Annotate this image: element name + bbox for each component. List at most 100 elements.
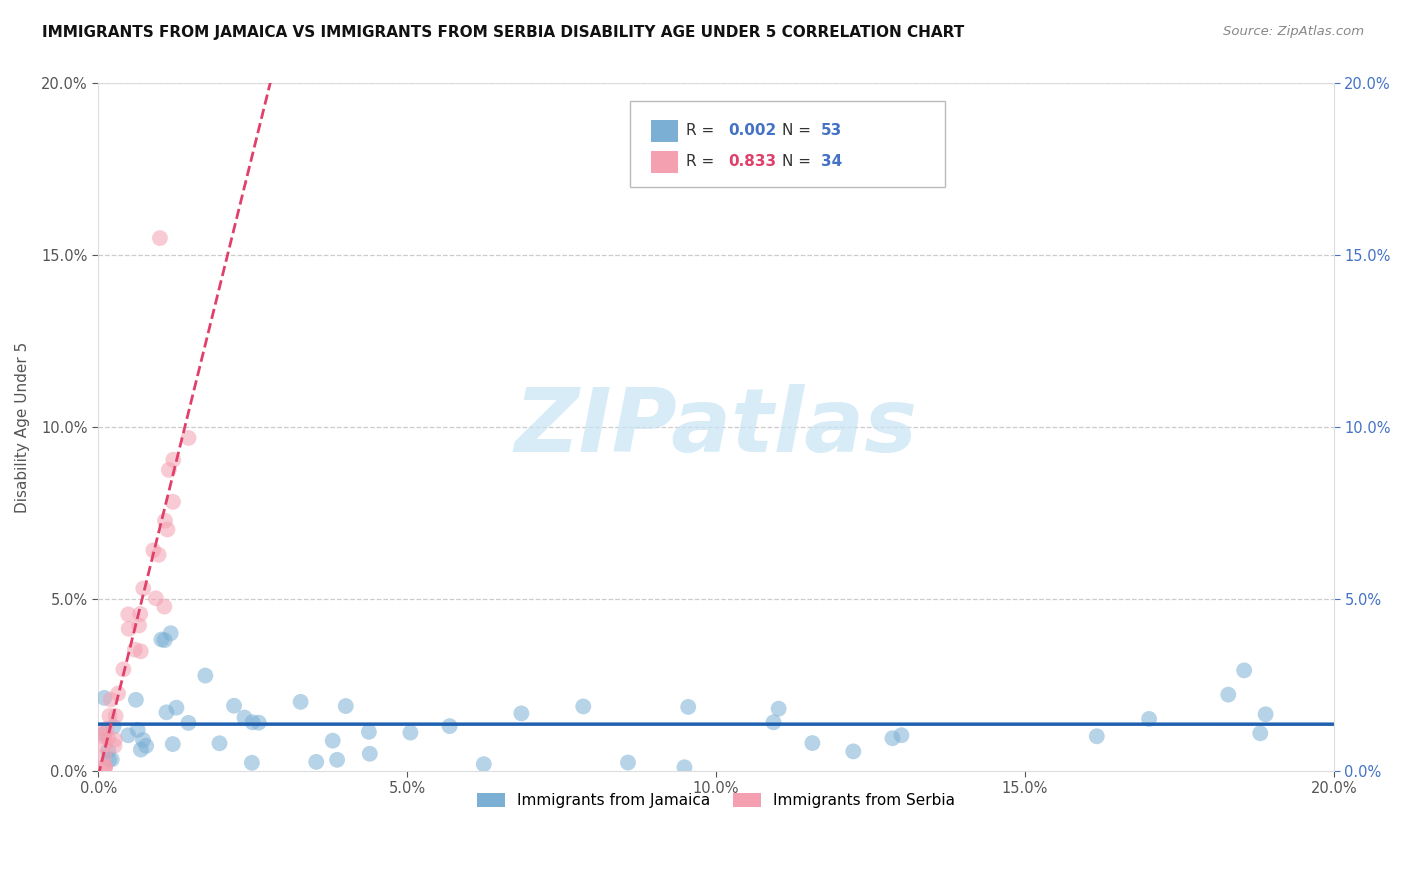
Point [335, 699, 357, 714]
Point [153, 514, 176, 528]
Text: 0.833: 0.833 [728, 154, 776, 169]
Point [107, 686, 129, 700]
Point [208, 736, 231, 750]
Point [100, 752, 122, 766]
Point [242, 715, 264, 730]
Point [510, 706, 533, 721]
Point [93, 730, 115, 744]
Legend: Immigrants from Jamaica, Immigrants from Serbia: Immigrants from Jamaica, Immigrants from… [471, 788, 960, 814]
Point [118, 622, 141, 636]
Point [97, 731, 120, 745]
Point [124, 642, 146, 657]
Point [1085, 729, 1108, 743]
Point [157, 463, 180, 477]
Point [132, 733, 155, 747]
Point [132, 582, 155, 596]
Point [94, 760, 117, 774]
Point [1249, 726, 1271, 740]
Point [762, 715, 785, 730]
Point [162, 737, 184, 751]
Point [93, 759, 115, 773]
Point [103, 739, 125, 753]
Point [882, 731, 904, 746]
Point [156, 523, 179, 537]
Point [142, 543, 165, 558]
Point [572, 699, 595, 714]
Point [129, 742, 152, 756]
Point [1137, 712, 1160, 726]
Point [240, 756, 263, 770]
Point [148, 548, 170, 562]
Point [150, 632, 173, 647]
Point [233, 710, 256, 724]
Point [93, 690, 115, 705]
Point [177, 715, 200, 730]
Text: N =: N = [782, 154, 815, 169]
Point [326, 753, 349, 767]
Point [153, 599, 176, 614]
Point [93, 727, 115, 741]
Point [290, 695, 312, 709]
Point [100, 692, 122, 706]
Point [1254, 707, 1277, 722]
Point [135, 739, 157, 753]
Point [247, 715, 270, 730]
Point [129, 607, 152, 621]
FancyBboxPatch shape [630, 101, 945, 186]
Point [194, 668, 217, 682]
Text: R =: R = [686, 154, 720, 169]
Point [305, 755, 328, 769]
Text: R =: R = [686, 123, 720, 138]
Text: N =: N = [782, 123, 815, 138]
Point [439, 719, 461, 733]
Point [399, 725, 422, 739]
Point [94, 722, 117, 736]
FancyBboxPatch shape [651, 151, 678, 173]
Text: ZIPatlas: ZIPatlas [515, 384, 918, 471]
Text: 34: 34 [821, 154, 842, 169]
Point [93, 726, 115, 740]
Point [890, 728, 912, 742]
Point [801, 736, 824, 750]
Point [98, 753, 121, 767]
Point [1218, 688, 1240, 702]
Point [145, 591, 167, 606]
Point [1233, 664, 1256, 678]
Point [94, 760, 117, 774]
Point [93, 749, 115, 764]
Point [673, 760, 696, 774]
Point [112, 662, 135, 676]
Text: 0.002: 0.002 [728, 123, 776, 138]
Point [97, 744, 120, 758]
Point [98, 709, 121, 723]
Point [117, 607, 139, 622]
Point [155, 706, 177, 720]
Point [617, 756, 640, 770]
Point [768, 702, 790, 716]
Point [159, 626, 181, 640]
Point [222, 698, 245, 713]
Point [125, 693, 148, 707]
Point [357, 724, 380, 739]
Point [117, 728, 139, 742]
Point [359, 747, 381, 761]
Point [472, 757, 495, 772]
Point [149, 231, 172, 245]
Point [676, 700, 699, 714]
Point [129, 644, 152, 658]
Point [177, 431, 200, 445]
Point [93, 738, 115, 752]
Point [162, 495, 184, 509]
Text: IMMIGRANTS FROM JAMAICA VS IMMIGRANTS FROM SERBIA DISABILITY AGE UNDER 5 CORRELA: IMMIGRANTS FROM JAMAICA VS IMMIGRANTS FR… [42, 25, 965, 40]
Point [103, 720, 125, 734]
Point [127, 723, 149, 737]
Point [104, 709, 127, 723]
Text: 53: 53 [821, 123, 842, 138]
FancyBboxPatch shape [651, 120, 678, 142]
Point [322, 733, 344, 747]
Point [842, 744, 865, 758]
Point [162, 452, 184, 467]
Text: Source: ZipAtlas.com: Source: ZipAtlas.com [1223, 25, 1364, 38]
Point [165, 700, 187, 714]
Point [128, 618, 150, 632]
